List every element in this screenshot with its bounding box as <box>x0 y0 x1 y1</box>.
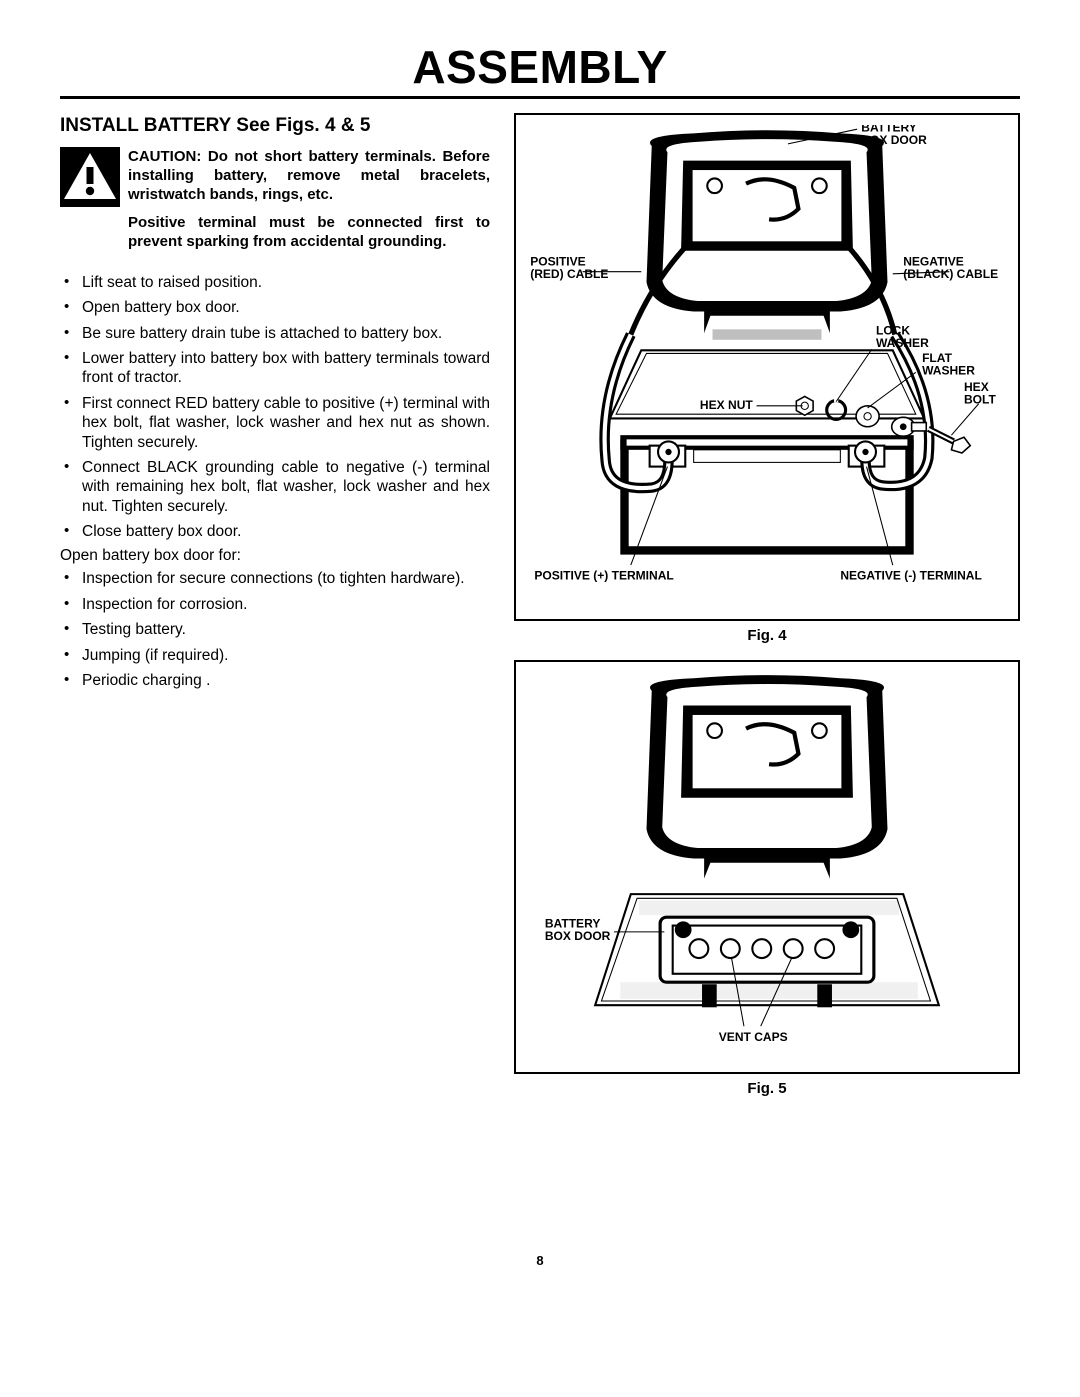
steps-list-1: Lift seat to raised position. Open batte… <box>60 273 490 542</box>
section-heading: INSTALL BATTERY See Figs. 4 & 5 <box>60 115 490 137</box>
label-neg-terminal: NEGATIVE (-) TERMINAL <box>840 569 981 583</box>
title-block: ASSEMBLY <box>60 40 1020 99</box>
open-for-text: Open battery box door for: <box>60 547 490 565</box>
label-hex-bolt: HEXBOLT <box>964 380 997 407</box>
caution-p1: CAUTION: Do not short battery terminals.… <box>128 147 490 205</box>
label-positive-cable: POSITIVE(RED) CABLE <box>530 254 608 281</box>
list-item: Connect BLACK grounding cable to negativ… <box>60 458 490 516</box>
caution-icon <box>60 147 120 207</box>
list-item: Lower battery into battery box with batt… <box>60 349 490 388</box>
list-item: Testing battery. <box>60 620 490 639</box>
columns: INSTALL BATTERY See Figs. 4 & 5 CAUTION:… <box>60 113 1020 1113</box>
page-number: 8 <box>60 1253 1020 1268</box>
list-item: Periodic charging . <box>60 671 490 690</box>
page-title: ASSEMBLY <box>60 40 1020 94</box>
label-negative-cable: NEGATIVE(BLACK) CABLE <box>903 254 998 281</box>
right-column: + − <box>514 113 1020 1113</box>
label-battery-box-door: BATTERYBOX DOOR <box>861 125 927 147</box>
figure-4-diagram: + − <box>526 125 1008 607</box>
list-item: Close battery box door. <box>60 522 490 541</box>
label-hex-nut: HEX NUT <box>700 398 753 412</box>
label-battery-box-door-2: BATTERYBOX DOOR <box>545 917 611 944</box>
caution-row: CAUTION: Do not short battery terminals.… <box>60 147 490 259</box>
figure-4-caption: Fig. 4 <box>514 627 1020 644</box>
figure-4-box: + − <box>514 113 1020 621</box>
figure-5-caption: Fig. 5 <box>514 1080 1020 1097</box>
label-flat-washer: FLATWASHER <box>922 351 975 378</box>
list-item: First connect RED battery cable to posit… <box>60 394 490 452</box>
label-pos-terminal: POSITIVE (+) TERMINAL <box>534 569 673 583</box>
list-item: Inspection for corrosion. <box>60 595 490 614</box>
page: ASSEMBLY INSTALL BATTERY See Figs. 4 & 5… <box>0 0 1080 1328</box>
list-item: Inspection for secure connections (to ti… <box>60 569 490 588</box>
left-column: INSTALL BATTERY See Figs. 4 & 5 CAUTION:… <box>60 113 490 1113</box>
label-vent-caps: VENT CAPS <box>719 1030 788 1044</box>
caution-p2: Positive terminal must be connected firs… <box>128 213 490 251</box>
figure-5-box: BATTERYBOX DOOR VENT CAPS <box>514 660 1020 1074</box>
list-item: Be sure battery drain tube is attached t… <box>60 324 490 343</box>
label-lock-washer: LOCKWASHER <box>876 324 929 351</box>
list-item: Open battery box door. <box>60 298 490 317</box>
list-item: Jumping (if required). <box>60 646 490 665</box>
caution-text: CAUTION: Do not short battery terminals.… <box>128 147 490 259</box>
figure-5-diagram: BATTERYBOX DOOR VENT CAPS <box>526 672 1008 1060</box>
list-item: Lift seat to raised position. <box>60 273 490 292</box>
steps-list-2: Inspection for secure connections (to ti… <box>60 569 490 690</box>
